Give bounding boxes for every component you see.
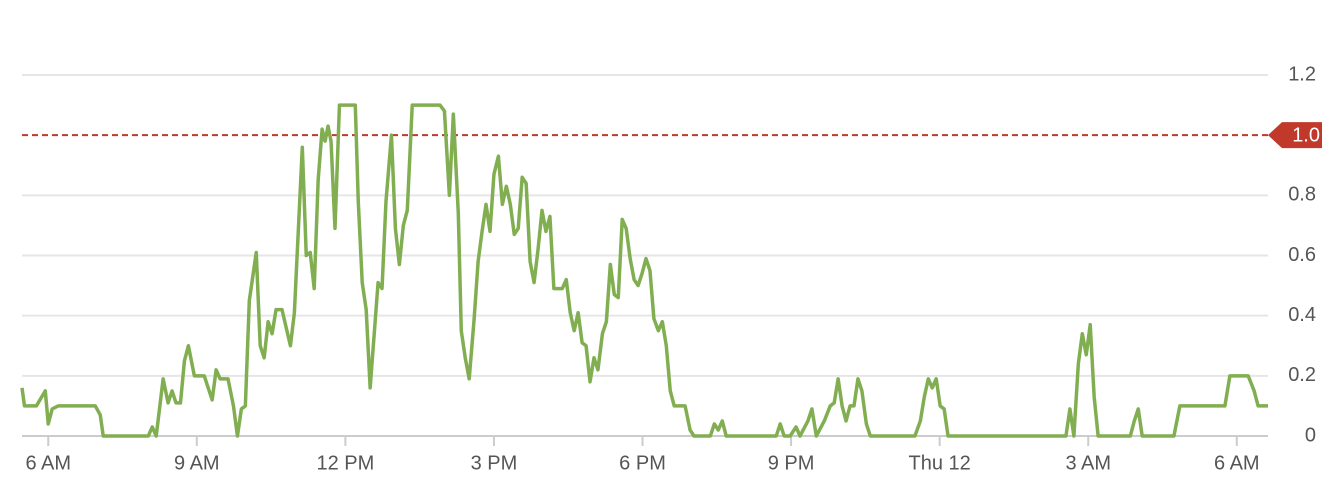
threshold-label: 1.0 [1292, 124, 1320, 146]
y-tick-label: 1.2 [1288, 63, 1316, 85]
y-tick-label: 0.8 [1288, 184, 1316, 206]
y-tick-label: 0.4 [1288, 304, 1316, 326]
y-tick-label: 0 [1305, 424, 1316, 446]
x-tick-label: 6 PM [619, 452, 666, 474]
x-tick-label: Thu 12 [909, 452, 971, 474]
x-tick-label: 9 AM [174, 452, 220, 474]
x-tick-label: 9 PM [768, 452, 815, 474]
x-tick-label: 3 PM [471, 452, 518, 474]
y-tick-label: 0.6 [1288, 244, 1316, 266]
x-tick-label: 6 AM [25, 452, 71, 474]
threshold-marker [1268, 122, 1322, 149]
y-tick-label: 0.2 [1288, 364, 1316, 386]
x-tick-label: 6 AM [1214, 452, 1260, 474]
x-tick-label: 3 AM [1065, 452, 1111, 474]
data-line [20, 103, 1268, 438]
x-tick-label: 12 PM [316, 452, 374, 474]
